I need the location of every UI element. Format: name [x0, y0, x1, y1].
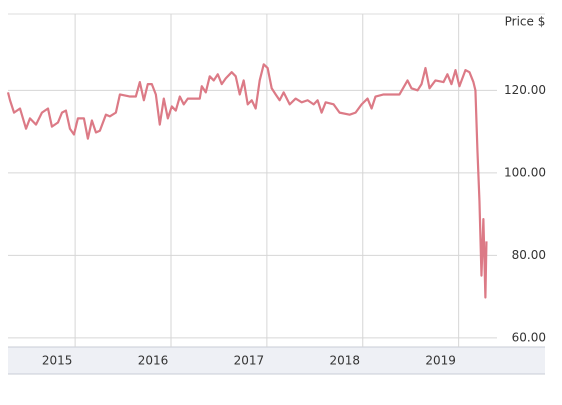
y-axis-label: Price $: [505, 15, 546, 29]
x-axis-band: [8, 347, 545, 374]
x-tick-label: 2016: [138, 354, 169, 368]
x-tick-label: 2015: [42, 354, 73, 368]
x-tick-label: 2019: [425, 354, 456, 368]
x-tick-label: 2018: [329, 354, 360, 368]
x-tick-label: 2017: [234, 354, 265, 368]
price-line: [6, 63, 488, 299]
y-tick-label: 120.00: [504, 83, 546, 97]
y-tick-label: 60.00: [512, 330, 546, 344]
y-tick-label: 100.00: [504, 165, 546, 179]
y-tick-label: 80.00: [512, 248, 546, 262]
